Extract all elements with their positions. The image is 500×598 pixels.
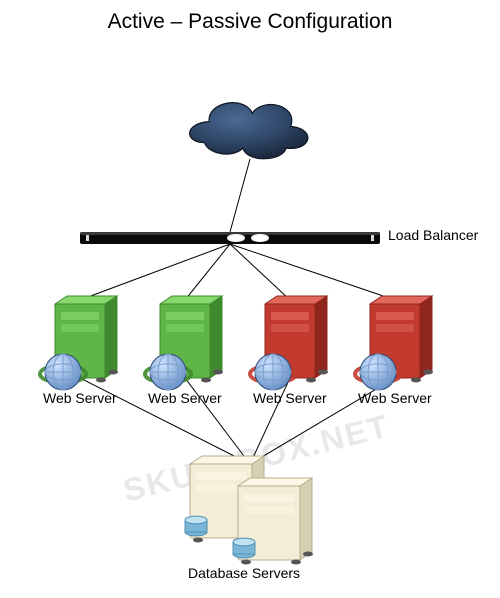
web-server-label-3: Web Server bbox=[358, 390, 432, 406]
web-server-label-0: Web Server bbox=[43, 390, 117, 406]
web-server-label-2: Web Server bbox=[253, 390, 327, 406]
database-servers-label: Database Servers bbox=[188, 565, 300, 581]
web-server-icon-1 bbox=[145, 296, 223, 390]
web-server-icon-2 bbox=[250, 296, 328, 390]
web-server-icon-3 bbox=[355, 296, 433, 390]
load-balancer-icon bbox=[80, 232, 380, 244]
web-server-label-1: Web Server bbox=[148, 390, 222, 406]
database-servers-icon bbox=[185, 456, 313, 565]
cloud-icon bbox=[190, 103, 308, 159]
database-server-1 bbox=[233, 478, 313, 565]
load-balancer-label: Load Balancer bbox=[388, 227, 478, 243]
diagram-canvas bbox=[0, 0, 500, 598]
web-server-icon-0 bbox=[40, 296, 118, 390]
